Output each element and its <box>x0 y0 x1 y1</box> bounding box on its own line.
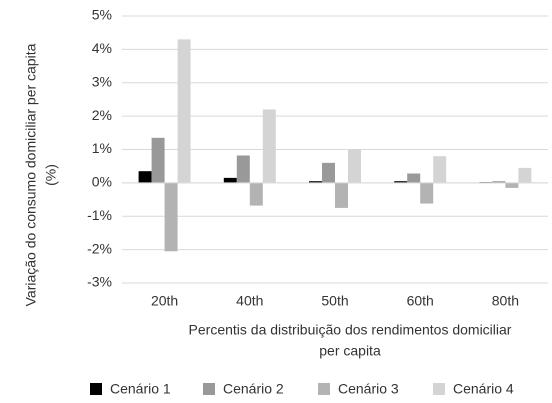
bar <box>249 182 263 206</box>
legend-label: Cenário 3 <box>338 381 399 397</box>
bar <box>262 109 276 183</box>
bar <box>164 182 178 252</box>
legend-swatch <box>433 383 445 395</box>
legend-swatch <box>318 383 330 395</box>
legend-label: Cenário 2 <box>223 381 284 397</box>
x-tick-label: 60th <box>407 293 434 309</box>
bar <box>335 182 348 208</box>
y-tick-label: 0% <box>92 174 112 190</box>
y-tick-label: -2% <box>87 240 112 256</box>
y-axis-title: (%) <box>43 164 59 186</box>
bar <box>151 137 165 183</box>
bar <box>177 39 191 183</box>
x-tick-label: 40th <box>236 293 263 309</box>
bar <box>236 155 250 183</box>
x-tick-label: 20th <box>151 293 178 309</box>
bar <box>433 156 447 183</box>
y-axis-title: Variação do consumo domiciliar per capit… <box>23 43 39 306</box>
bar <box>223 177 237 183</box>
x-tick-label: 80th <box>492 293 519 309</box>
bar <box>420 182 434 204</box>
bar <box>492 181 506 183</box>
bar <box>309 181 322 183</box>
y-tick-label: 1% <box>92 140 112 156</box>
y-tick-label: 2% <box>92 107 112 123</box>
y-tick-label: 4% <box>92 40 112 56</box>
y-tick-label: -1% <box>87 207 112 223</box>
legend-label: Cenário 4 <box>453 381 514 397</box>
bar <box>518 167 532 183</box>
y-tick-label: -3% <box>87 274 112 290</box>
y-tick-label: 5% <box>92 7 112 23</box>
bar <box>322 162 335 183</box>
bar <box>407 173 421 183</box>
legend-swatch <box>90 383 102 395</box>
bar <box>394 181 408 183</box>
legend-swatch <box>203 383 215 395</box>
x-axis-title: Percentis da distribuição dos rendimento… <box>189 322 512 338</box>
x-tick-label: 50th <box>321 293 348 309</box>
bar <box>138 171 152 183</box>
legend-label: Cenário 1 <box>110 381 171 397</box>
bar <box>505 182 519 188</box>
x-axis-title: per capita <box>319 343 381 359</box>
y-tick-label: 3% <box>92 73 112 89</box>
bar <box>348 149 361 183</box>
